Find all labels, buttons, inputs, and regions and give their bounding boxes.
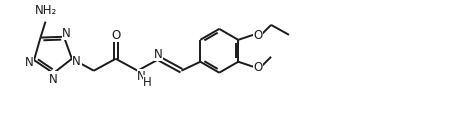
Text: NH₂: NH₂ (35, 4, 57, 17)
Text: N: N (154, 48, 162, 61)
Text: N: N (62, 27, 71, 40)
Text: N: N (25, 56, 34, 69)
Text: O: O (111, 29, 120, 42)
Text: N: N (137, 70, 146, 82)
Text: O: O (253, 61, 262, 74)
Text: N: N (49, 72, 58, 85)
Text: N: N (72, 54, 81, 67)
Text: O: O (253, 29, 262, 42)
Text: H: H (143, 76, 152, 88)
